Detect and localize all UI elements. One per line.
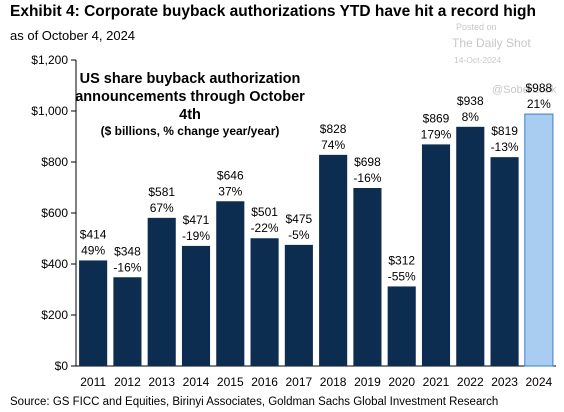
x-tick-label: 2021 xyxy=(423,375,450,389)
watermark-date: 14-Oct-2024 xyxy=(454,55,502,65)
bar-2011 xyxy=(79,260,108,366)
y-tick-label: $200 xyxy=(41,308,68,322)
value-label-2022: $938 xyxy=(457,94,484,108)
pct-label-2015: 37% xyxy=(218,184,242,198)
value-label-2021: $869 xyxy=(423,111,450,125)
pct-label-2019: -16% xyxy=(353,171,381,185)
pct-label-2020: -55% xyxy=(388,269,416,283)
as-of-date: as of October 4, 2024 xyxy=(10,28,136,43)
x-tick-label: 2012 xyxy=(114,375,141,389)
source-note: Source: GS FICC and Equities, Birinyi As… xyxy=(10,396,499,408)
y-tick-label: $0 xyxy=(55,359,69,373)
x-tick-label: 2024 xyxy=(526,375,553,389)
x-ticks: 2011 2012 2013 2014 2015 2016 2017 2018 2019 2020… xyxy=(80,375,552,389)
value-label-2019: $698 xyxy=(354,155,381,169)
bar-2015 xyxy=(216,201,245,366)
value-label-2017: $475 xyxy=(286,212,313,226)
watermark-handle: @SoberLook xyxy=(492,84,557,96)
pct-label-2014: -19% xyxy=(182,229,210,243)
bar-2013 xyxy=(147,217,176,366)
value-label-2012: $348 xyxy=(114,244,141,258)
pct-label-2012: -16% xyxy=(113,260,141,274)
watermark-name: The Daily Shot xyxy=(452,36,531,50)
value-label-2016: $501 xyxy=(251,205,278,219)
x-tick-label: 2020 xyxy=(388,375,415,389)
x-tick-label: 2015 xyxy=(217,375,244,389)
pct-label-2022: 8% xyxy=(462,110,480,124)
bar-2022 xyxy=(456,126,485,366)
value-label-2014: $471 xyxy=(183,213,210,227)
y-tick-label: $1,200 xyxy=(31,53,68,67)
bar-2012 xyxy=(113,277,142,366)
bar-2019 xyxy=(353,188,382,366)
pct-label-2023: -13% xyxy=(491,140,519,154)
bar-2014 xyxy=(181,245,211,366)
watermark-posted: Posted on xyxy=(456,22,497,32)
bar-2024 xyxy=(524,113,554,367)
pct-label-2018: 74% xyxy=(321,138,345,152)
value-label-2020: $312 xyxy=(388,253,415,267)
value-label-2024: $988 xyxy=(526,81,553,95)
x-tick-label: 2019 xyxy=(354,375,381,389)
pct-label-2016: -22% xyxy=(251,221,279,235)
bar-2018 xyxy=(319,154,348,366)
x-tick-label: 2018 xyxy=(320,375,347,389)
pct-label-2024: 21% xyxy=(527,97,551,111)
exhibit-title: Exhibit 4: Corporate buyback authorizati… xyxy=(10,3,536,20)
data-labels: $414 49% $348 -16% $581 67% $471 -19% $646 37% $50… xyxy=(80,81,553,283)
bar-2021 xyxy=(421,144,451,366)
y-tick-label: $1,000 xyxy=(31,104,68,118)
y-tick-label: $600 xyxy=(41,206,68,220)
x-tick-label: 2017 xyxy=(286,375,313,389)
x-tick-label: 2011 xyxy=(80,375,106,389)
bar-2023 xyxy=(490,157,519,366)
pct-label-2021: 179% xyxy=(421,127,452,141)
x-tick-label: 2014 xyxy=(183,375,210,389)
x-tick-label: 2023 xyxy=(491,375,518,389)
x-tick-label: 2016 xyxy=(251,375,278,389)
y-ticks: $0 $200 $400 $600 $800 $1,000 $1,200 xyxy=(31,53,76,373)
value-label-2013: $581 xyxy=(148,185,175,199)
x-tick-label: 2013 xyxy=(148,375,175,389)
chart-title: US share buyback authorization announcem… xyxy=(75,71,305,123)
value-label-2023: $819 xyxy=(491,124,518,138)
value-label-2015: $646 xyxy=(217,168,244,182)
pct-label-2017: -5% xyxy=(288,228,310,242)
bars xyxy=(79,113,554,367)
bar-2020 xyxy=(387,286,416,366)
pct-label-2011: 49% xyxy=(81,243,105,257)
bar-2017 xyxy=(284,244,313,366)
value-label-2018: $828 xyxy=(320,122,347,136)
y-tick-label: $400 xyxy=(41,257,68,271)
value-label-2011: $414 xyxy=(80,227,107,241)
bar-2016 xyxy=(250,238,279,366)
pct-label-2013: 67% xyxy=(150,201,174,215)
chart-subtitle: ($ billions, % change year/year) xyxy=(100,124,280,138)
y-tick-label: $800 xyxy=(41,155,68,169)
x-tick-label: 2022 xyxy=(457,375,484,389)
